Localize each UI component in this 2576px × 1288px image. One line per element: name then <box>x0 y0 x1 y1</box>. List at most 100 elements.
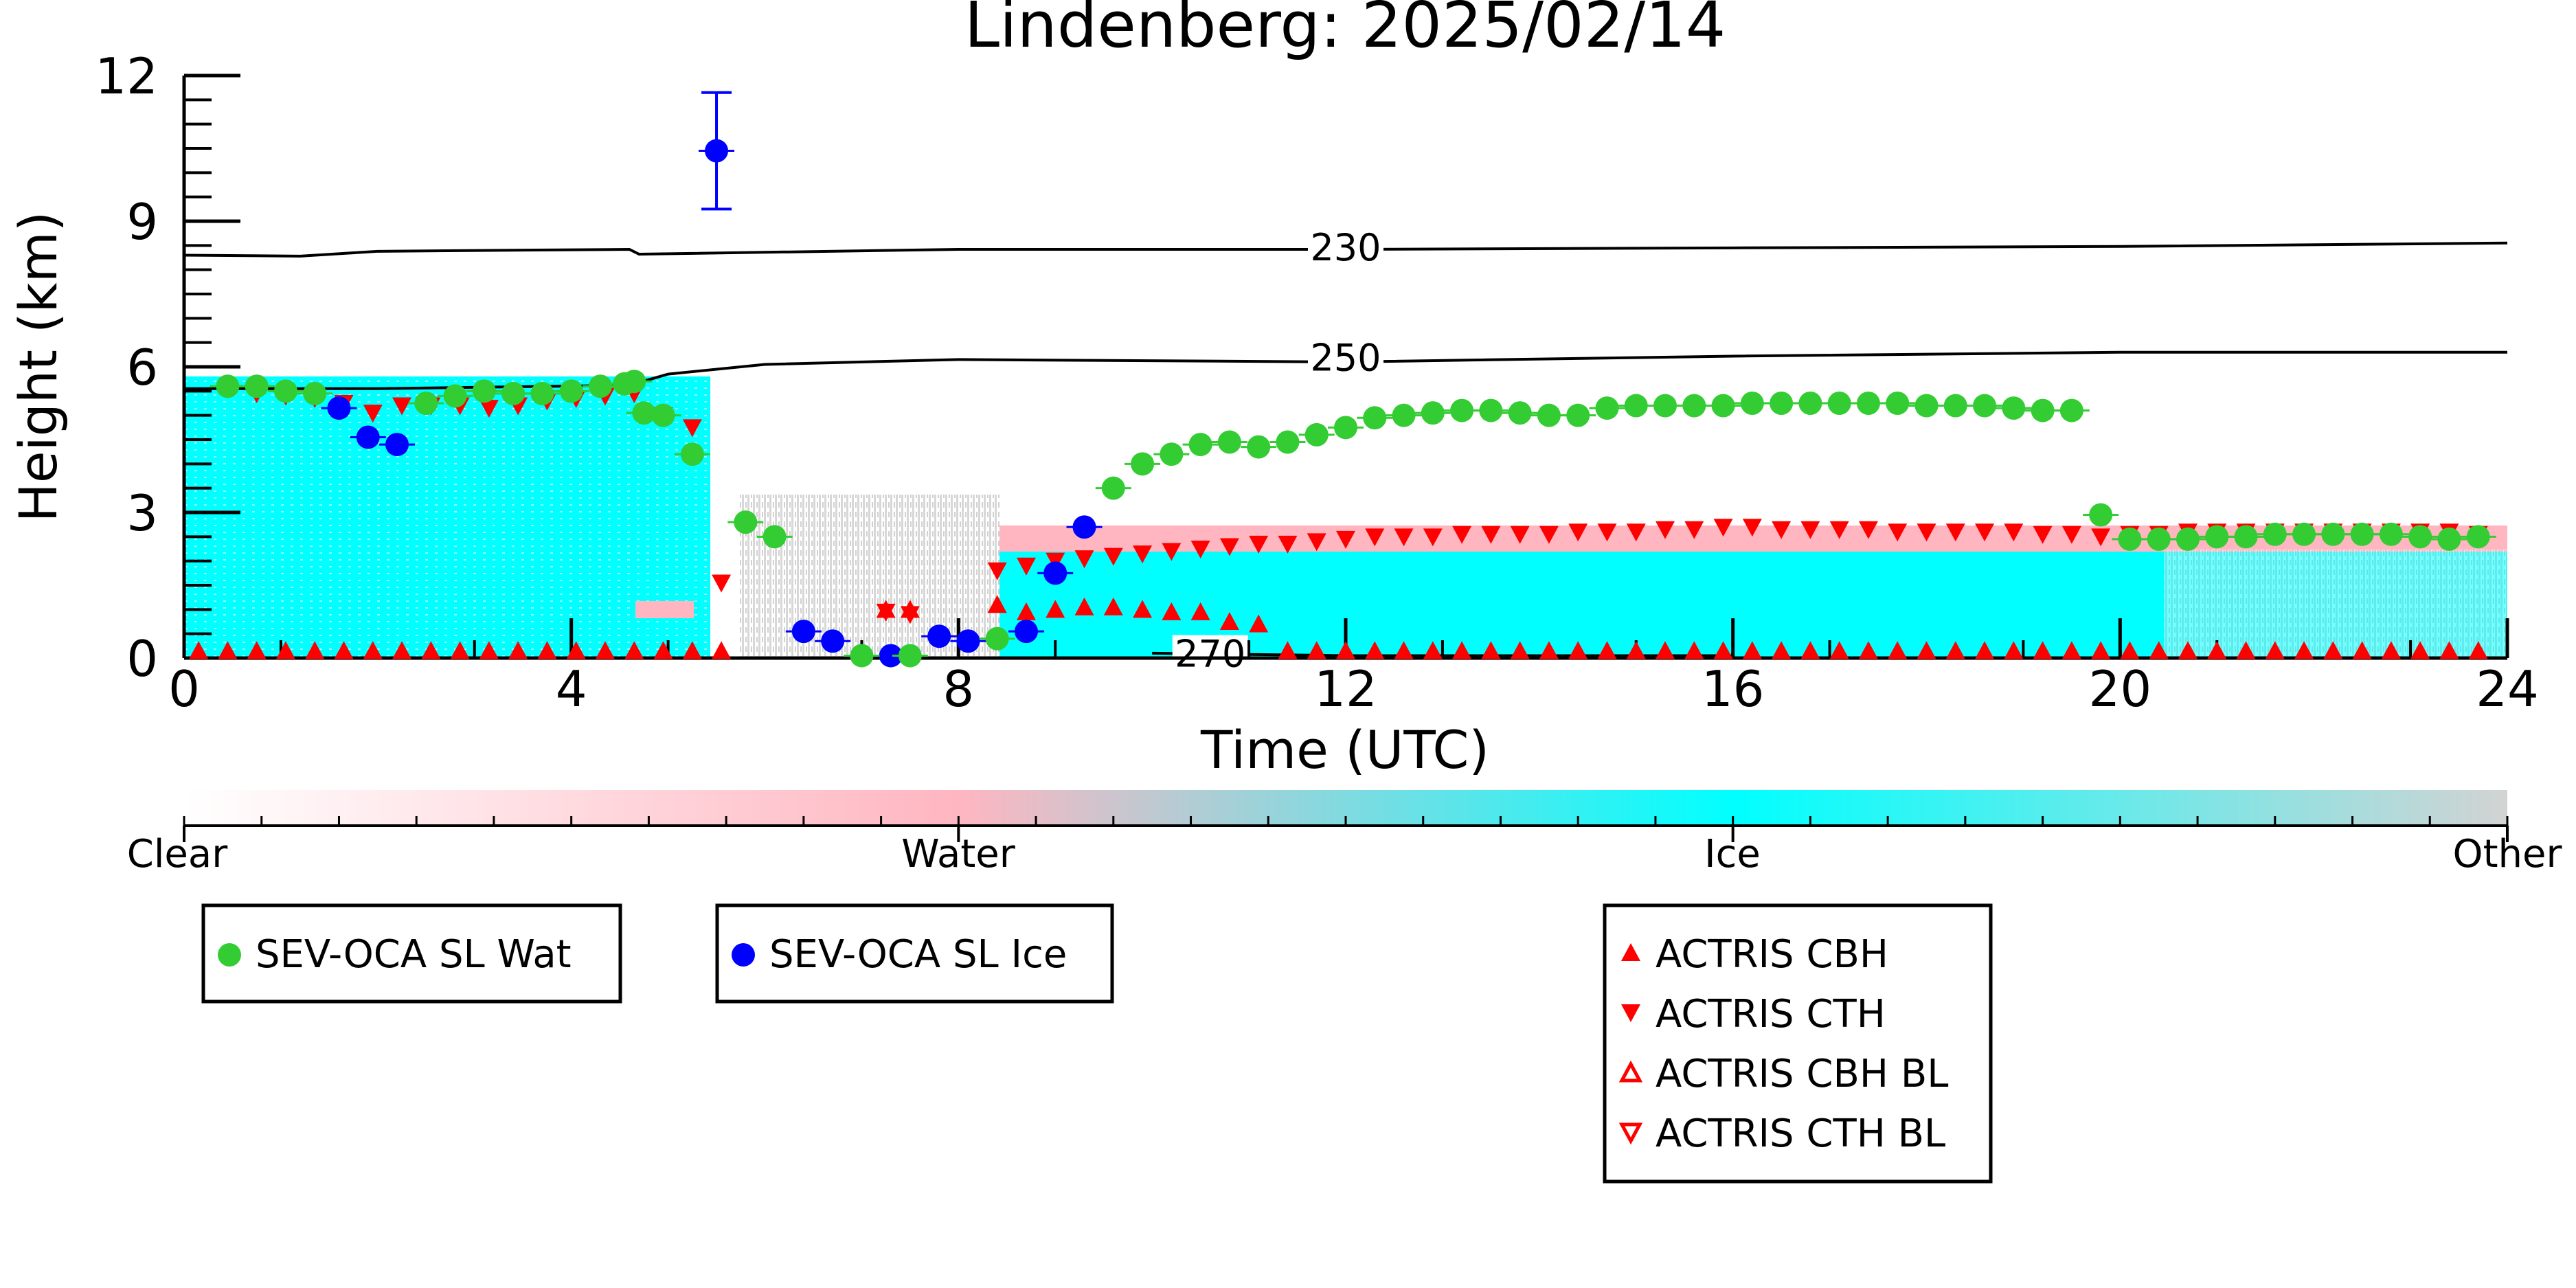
data-point <box>363 641 383 659</box>
data-point <box>2410 641 2430 659</box>
data-point <box>2004 641 2024 659</box>
data-point <box>1943 394 1967 418</box>
data-point <box>622 370 646 394</box>
data-point <box>987 562 1007 580</box>
data-point <box>530 381 554 405</box>
data-point <box>850 644 874 668</box>
water-layer-early <box>635 601 694 618</box>
legends: SEV-OCA SL Wat SEV-OCA SL Ice ACTRIS CBH… <box>201 903 1993 1184</box>
data-point <box>1713 641 1733 659</box>
data-point <box>653 641 673 659</box>
data-point <box>1917 641 1936 659</box>
data-point <box>734 510 758 534</box>
data-point <box>303 381 327 405</box>
data-point <box>1249 535 1269 554</box>
data-point <box>2350 522 2374 546</box>
data-point <box>898 644 922 668</box>
contour-label-270: 270 <box>1175 632 1245 675</box>
data-point <box>1304 422 1329 447</box>
data-point <box>1829 521 1849 539</box>
data-point <box>1914 394 1939 418</box>
data-point <box>1975 523 1995 542</box>
data-point <box>1188 433 1212 457</box>
data-point <box>1101 476 1125 500</box>
data-point <box>2178 641 2197 659</box>
contour-label-bg <box>1308 228 1383 262</box>
data-point <box>275 641 295 659</box>
data-point <box>2089 503 2113 527</box>
data-point <box>1568 641 1588 659</box>
y-tick-label: 3 <box>126 484 158 542</box>
contour-label-bg <box>1172 635 1248 668</box>
contour-250 <box>184 350 2507 390</box>
legend-marker-cth <box>1621 1004 1640 1022</box>
x-tick-label: 4 <box>556 660 587 718</box>
data-point <box>1656 641 1675 659</box>
data-point <box>682 641 702 659</box>
data-point <box>791 620 815 644</box>
x-ticks: 0 4 8 12 16 20 24 <box>168 618 2539 718</box>
data-point <box>2059 398 2083 422</box>
data-point <box>327 396 351 420</box>
colorbar-label-clear: Clear <box>127 832 228 877</box>
data-point <box>712 574 732 593</box>
data-point <box>1278 535 1298 554</box>
data-point <box>2147 527 2171 551</box>
data-point <box>450 641 470 659</box>
data-point <box>1190 602 1210 620</box>
data-point <box>2263 522 2287 546</box>
data-point <box>1770 392 1794 415</box>
data-point <box>2002 396 2026 420</box>
data-point <box>2061 641 2081 659</box>
data-point <box>1742 519 1762 537</box>
data-point <box>1568 523 1588 542</box>
x-tick-label: 8 <box>942 660 974 718</box>
x-tick-label: 24 <box>2476 660 2539 718</box>
data-point <box>1394 528 1414 547</box>
data-point <box>392 397 412 416</box>
data-point <box>421 641 441 659</box>
data-point <box>1626 641 1646 659</box>
data-point <box>1365 641 1385 659</box>
data-point <box>2323 641 2343 659</box>
data-point <box>1742 641 1762 659</box>
data-point <box>479 400 499 418</box>
data-point <box>1131 452 1155 476</box>
legend-box-ice: SEV-OCA SL Ice <box>715 903 1114 1004</box>
series-actris-cbh <box>189 595 2488 659</box>
x-tick-label: 12 <box>1314 660 1377 718</box>
data-point <box>2004 523 2024 542</box>
y-tick-label: 0 <box>126 630 158 688</box>
y-minor-ticks <box>184 98 212 635</box>
data-point <box>705 139 729 163</box>
series-layer <box>189 91 2496 668</box>
data-point <box>1888 641 1908 659</box>
legend-marker-ice <box>732 943 755 967</box>
data-point <box>305 641 325 659</box>
data-point <box>1334 416 1357 440</box>
data-point <box>414 392 438 415</box>
data-point <box>1510 641 1530 659</box>
colorbar-label-other: Other <box>2452 832 2562 877</box>
other-streaks-late <box>2164 550 2507 658</box>
data-point <box>2118 527 2142 551</box>
data-point <box>1249 614 1269 633</box>
data-point <box>2321 522 2345 546</box>
data-point <box>1595 396 1619 420</box>
y-axis-label: Height (km) <box>8 212 69 523</box>
data-point <box>2265 641 2285 659</box>
data-point <box>1363 406 1387 430</box>
data-point <box>2294 641 2314 659</box>
legend-label-cbh-bl: ACTRIS CBH BL <box>1656 1052 1948 1096</box>
data-point <box>2207 641 2227 659</box>
data-point <box>1481 526 1501 544</box>
data-point <box>1219 538 1239 556</box>
data-point <box>1103 597 1123 615</box>
legend-label-ice: SEV-OCA SL Ice <box>769 932 1067 977</box>
data-point <box>2033 526 2053 544</box>
data-point <box>1656 521 1675 539</box>
data-point <box>1219 612 1239 630</box>
data-point <box>1014 620 1038 644</box>
colorbar-label-water: Water <box>901 832 1016 877</box>
colorbar: Clear Water Ice Other <box>127 790 2562 877</box>
